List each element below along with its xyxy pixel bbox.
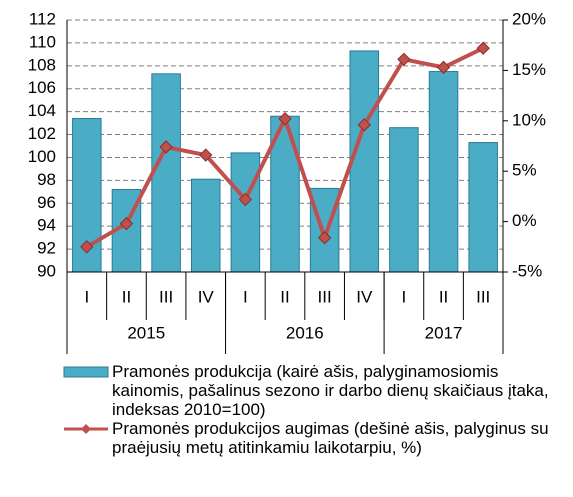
y2-tick-label: 5% [512,161,537,180]
group-label: 2017 [425,323,463,342]
legend-label: Pramonės produkcija (kairė ašis, palygin… [112,362,549,419]
legend-entry: Pramonės produkcija (kairė ašis, palygin… [62,362,567,419]
x-tick-label: II [439,287,448,306]
y-tick-label: 106 [28,78,56,97]
y-tick-label: 110 [29,32,56,51]
x-tick-label: IV [198,287,215,306]
y-tick-label: 112 [29,9,56,28]
bar [230,152,261,273]
chart: 90 92 94 96 98 100 102 104 106 108 110 112 -5% 0% 5% 10… [28,9,546,354]
x-tick-label: III [159,287,173,306]
marker [317,231,332,245]
y2-tick-label: 0% [512,211,537,230]
y2-tick-label: 15% [512,60,546,79]
marker [238,192,253,207]
bar [190,178,221,273]
marker [119,216,134,231]
x-tick-label: III [476,287,490,306]
y-tick-label: 108 [28,55,56,74]
y-tick-label: 94 [37,216,56,235]
x-tick-label: I [243,287,248,306]
marker [436,60,451,75]
x-tick-label: II [122,287,131,306]
x-tick-label: IV [356,287,373,306]
y-tick-label: 100 [28,147,56,166]
x-tick-label: II [280,287,289,306]
marker [476,41,490,55]
marker [80,240,94,254]
marker [357,118,371,132]
marker [199,148,213,162]
y2-tick-label: 10% [512,110,546,129]
bar [151,73,181,273]
bar [349,50,380,273]
marker [278,112,292,126]
marker [159,140,173,154]
legend-symbol [63,366,109,378]
bar [428,71,459,273]
marker [397,52,411,67]
bar [468,142,498,273]
bar [309,187,340,273]
x-tick-label: III [318,287,332,306]
y-tick-label: 98 [37,170,56,189]
bar [389,127,419,273]
x-tick-label: I [402,287,407,306]
y-tick-label: 96 [37,193,56,212]
y2-tick-label: -5% [512,261,542,280]
y-tick-label: 102 [28,124,56,143]
y-tick-label: 90 [37,261,56,280]
y2-tick-label: 20% [512,9,546,28]
legend-symbol [64,424,108,434]
y-tick-label: 92 [37,239,56,258]
y-tick-label: 104 [28,101,56,120]
legend-label: Pramonės produkcijos augimas (dešinė aši… [112,419,549,457]
group-label: 2015 [127,323,165,342]
group-label: 2016 [286,323,324,342]
x-tick-label: I [84,287,89,306]
legend-entry: Pramonės produkcijos augimas (dešinė aši… [62,419,567,457]
